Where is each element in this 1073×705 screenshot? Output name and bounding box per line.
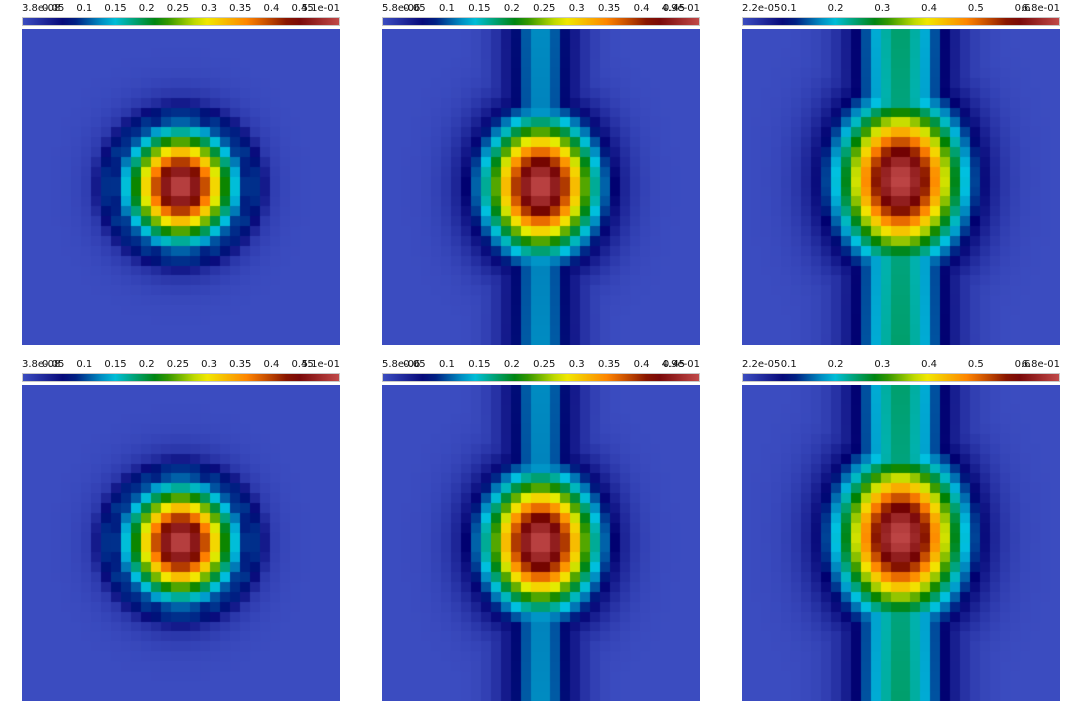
colorbar-tick-label: 0.6 (1014, 3, 1031, 14)
plot-panel: 3.8e-08 0.05 0.1 0.15 0.2 0.25 0.3 0.35 0.4 0.45 5… (22, 358, 340, 701)
colorbar-tick-label: 0.25 (533, 359, 556, 370)
colorbar-tick-label: 0.2 (138, 3, 155, 14)
plot-panel: 2.2e-05 0.1 0.2 0.3 0.4 0.5 0.6 6.8e-01 (742, 358, 1060, 701)
colorbar-tick-label: 0.5 (967, 359, 984, 370)
colorbar-tick-label: 0.3 (201, 3, 217, 14)
colorbar-tick-label: 0.1 (780, 3, 797, 14)
colorbar-tick-label: 0.2 (503, 3, 520, 14)
heatmap-canvas (382, 29, 700, 345)
colorbar-tick-label: 6.8e-01 (1021, 359, 1060, 370)
colorbar-tick-label: 3.8e-08 (22, 3, 61, 14)
colorbar-tick-label: 0.2 (827, 359, 844, 370)
colorbar-tick-label: 0.2 (503, 359, 520, 370)
colorbar-tick-label: 0.05 (403, 3, 426, 14)
colorbar-tick-label: 0.3 (201, 359, 217, 370)
colorbar-tick-label: 0.35 (229, 3, 252, 14)
colorbar-tick-label: 5.8e-06 (382, 359, 421, 370)
colorbar-tick-label: 0.45 (662, 3, 686, 14)
heatmap-canvas (382, 385, 700, 701)
colorbar-tick-label: 0.3 (568, 3, 585, 14)
colorbar (22, 17, 340, 26)
colorbar-ticks: 3.8e-08 0.05 0.1 0.15 0.2 0.25 0.3 0.35 0.4 0.45 5… (22, 358, 340, 372)
colorbar-ticks: 5.8e-06 0.05 0.1 0.15 0.2 0.25 0.3 0.35 0.4 0.45 4… (382, 358, 700, 372)
colorbar-tick-label: 2.2e-05 (742, 359, 781, 370)
colorbar-tick-label: 0.05 (42, 359, 65, 370)
plot-panel: 5.8e-06 0.05 0.1 0.15 0.2 0.25 0.3 0.35 0.4 0.45 4… (382, 358, 700, 701)
colorbar-tick-label: 0.05 (403, 359, 426, 370)
colorbar-tick-label: 0.4 (263, 359, 280, 370)
heatmap-canvas (742, 29, 1060, 345)
colorbar-tick-label: 4.9e-01 (661, 3, 700, 14)
colorbar-ticks: 3.8e-08 0.05 0.1 0.15 0.2 0.25 0.3 0.35 0.4 0.45 5… (22, 2, 340, 16)
colorbar-tick-label: 0.25 (166, 3, 190, 14)
colorbar-tick-label: 0.35 (598, 3, 621, 14)
colorbar-tick-label: 0.1 (438, 359, 455, 370)
colorbar-tick-label: 0.4 (921, 359, 937, 370)
colorbar-tick-label: 0.3 (874, 3, 891, 14)
colorbar-ticks: 5.8e-06 0.05 0.1 0.15 0.2 0.25 0.3 0.35 0.4 0.45 4… (382, 2, 700, 16)
colorbar-tick-label: 0.1 (438, 3, 455, 14)
colorbar (742, 373, 1060, 382)
plot-panel: 3.8e-08 0.05 0.1 0.15 0.2 0.25 0.3 0.35 0.4 0.45 5… (22, 2, 340, 345)
colorbar-tick-label: 0.15 (104, 3, 127, 14)
colorbar-tick-label: 0.2 (138, 359, 155, 370)
colorbar-tick-label: 0.15 (468, 359, 491, 370)
colorbar-tick-label: 0.45 (291, 3, 314, 14)
colorbar-tick-label: 0.1 (780, 359, 797, 370)
colorbar-ticks: 2.2e-05 0.1 0.2 0.3 0.4 0.5 0.6 6.8e-01 (742, 2, 1060, 16)
colorbar-tick-label: 4.9e-01 (661, 359, 700, 370)
colorbar-tick-label: 0.25 (533, 3, 556, 14)
colorbar-tick-label: 0.3 (874, 359, 891, 370)
colorbar-tick-label: 0.15 (104, 359, 127, 370)
colorbar-tick-label: 6.8e-01 (1021, 3, 1060, 14)
heatmap-canvas (22, 29, 340, 345)
colorbar-tick-label: 0.1 (76, 3, 93, 14)
colorbar-tick-label: 5.1e-01 (301, 359, 340, 370)
colorbar (382, 373, 700, 382)
colorbar-tick-label: 0.3 (568, 359, 585, 370)
colorbar-tick-label: 0.4 (263, 3, 280, 14)
colorbar-tick-label: 0.45 (291, 359, 314, 370)
colorbar-ticks: 2.2e-05 0.1 0.2 0.3 0.4 0.5 0.6 6.8e-01 (742, 358, 1060, 372)
colorbar-tick-label: 0.15 (468, 3, 491, 14)
colorbar (22, 373, 340, 382)
colorbar-tick-label: 0.4 (633, 3, 650, 14)
colorbar-tick-label: 0.35 (229, 359, 252, 370)
colorbar-tick-label: 0.4 (633, 359, 650, 370)
colorbar-tick-label: 0.1 (76, 359, 93, 370)
colorbar (742, 17, 1060, 26)
heatmap-canvas (22, 385, 340, 701)
colorbar-tick-label: 0.5 (967, 3, 984, 14)
colorbar (382, 17, 700, 26)
colorbar-tick-label: 0.6 (1014, 359, 1031, 370)
colorbar-tick-label: 0.45 (662, 359, 686, 370)
heatmap-canvas (742, 385, 1060, 701)
colorbar-tick-label: 0.25 (166, 359, 190, 370)
colorbar-tick-label: 2.2e-05 (742, 3, 781, 14)
colorbar-tick-label: 5.1e-01 (301, 3, 340, 14)
colorbar-tick-label: 0.2 (827, 3, 844, 14)
colorbar-tick-label: 0.4 (921, 3, 937, 14)
plot-panel: 5.8e-06 0.05 0.1 0.15 0.2 0.25 0.3 0.35 0.4 0.45 4… (382, 2, 700, 345)
colorbar-tick-label: 0.35 (598, 359, 621, 370)
colorbar-tick-label: 0.05 (42, 3, 65, 14)
colorbar-tick-label: 5.8e-06 (382, 3, 421, 14)
plot-panel: 2.2e-05 0.1 0.2 0.3 0.4 0.5 0.6 6.8e-01 (742, 2, 1060, 345)
colorbar-tick-label: 3.8e-08 (22, 359, 61, 370)
